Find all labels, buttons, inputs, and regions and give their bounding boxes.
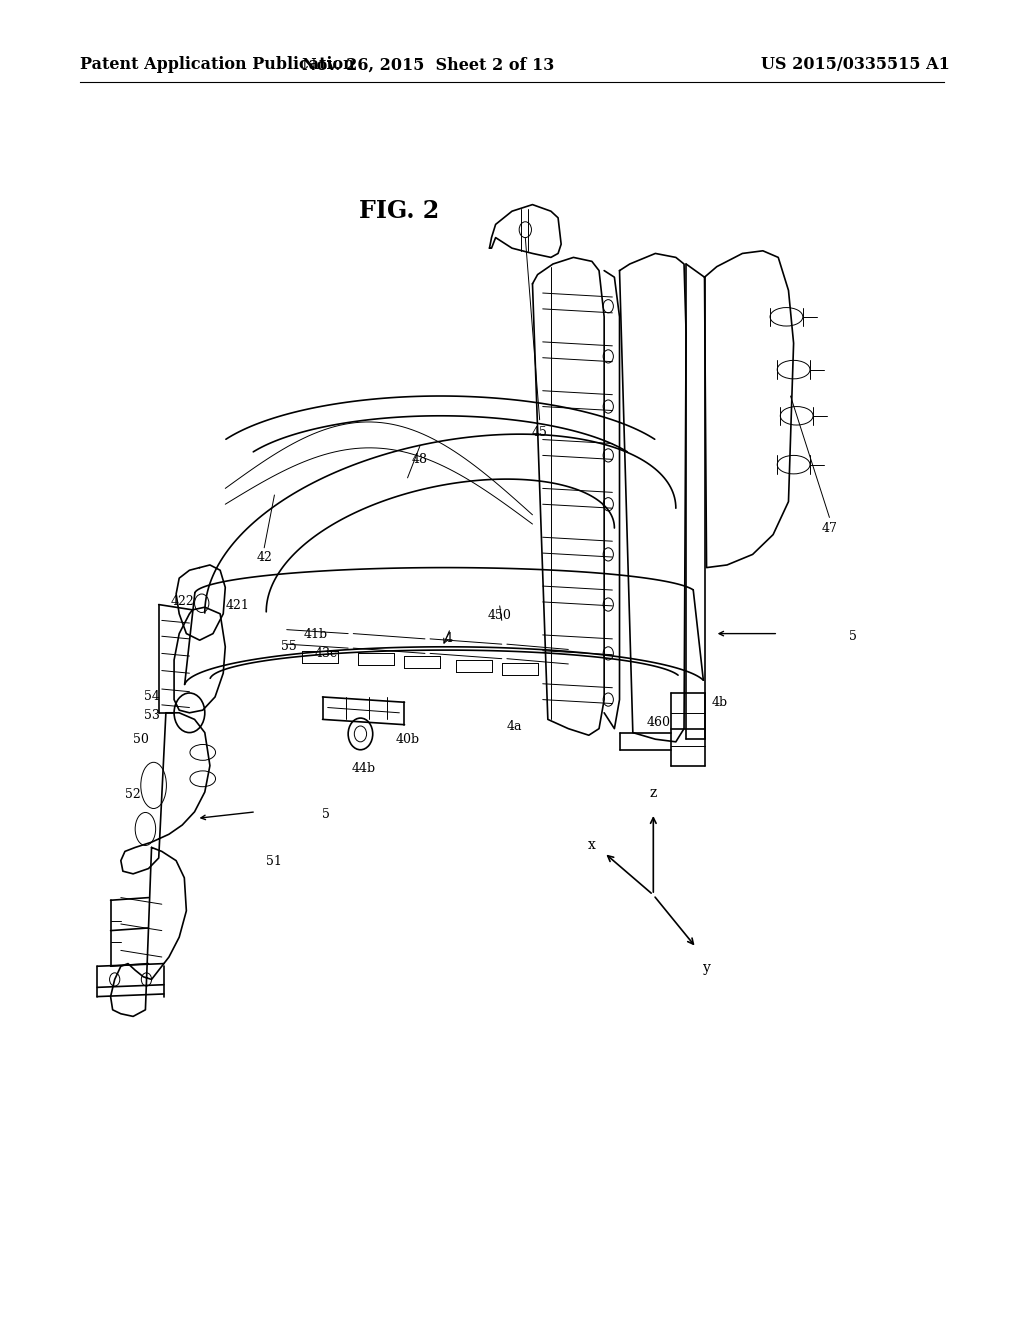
Text: Patent Application Publication: Patent Application Publication	[80, 57, 354, 73]
Text: 460: 460	[646, 715, 671, 729]
Text: US 2015/0335515 A1: US 2015/0335515 A1	[761, 57, 949, 73]
Text: FIG. 2: FIG. 2	[359, 199, 439, 223]
Text: 45: 45	[531, 426, 548, 440]
Text: 48: 48	[412, 453, 428, 466]
Text: 55: 55	[281, 640, 297, 653]
Text: 5: 5	[849, 630, 857, 643]
Text: 44b: 44b	[351, 762, 376, 775]
Text: y: y	[702, 961, 711, 975]
Text: 42: 42	[256, 550, 272, 564]
Text: 4b: 4b	[712, 696, 728, 709]
Text: 41b: 41b	[303, 628, 328, 642]
Text: 421: 421	[225, 599, 250, 612]
Text: 43c: 43c	[314, 647, 337, 660]
Text: 450: 450	[487, 609, 512, 622]
Text: 54: 54	[143, 690, 160, 704]
Text: 422: 422	[170, 595, 195, 609]
Text: x: x	[588, 838, 596, 851]
Text: 40b: 40b	[395, 733, 420, 746]
Text: 51: 51	[266, 855, 283, 869]
Text: 4a: 4a	[506, 719, 522, 733]
Text: 4: 4	[444, 632, 453, 645]
Text: 50: 50	[133, 733, 150, 746]
Text: 53: 53	[143, 709, 160, 722]
Text: 47: 47	[821, 521, 838, 535]
Text: Nov. 26, 2015  Sheet 2 of 13: Nov. 26, 2015 Sheet 2 of 13	[302, 57, 554, 73]
Text: 5: 5	[322, 808, 330, 821]
Text: 52: 52	[125, 788, 141, 801]
Text: z: z	[649, 785, 657, 800]
